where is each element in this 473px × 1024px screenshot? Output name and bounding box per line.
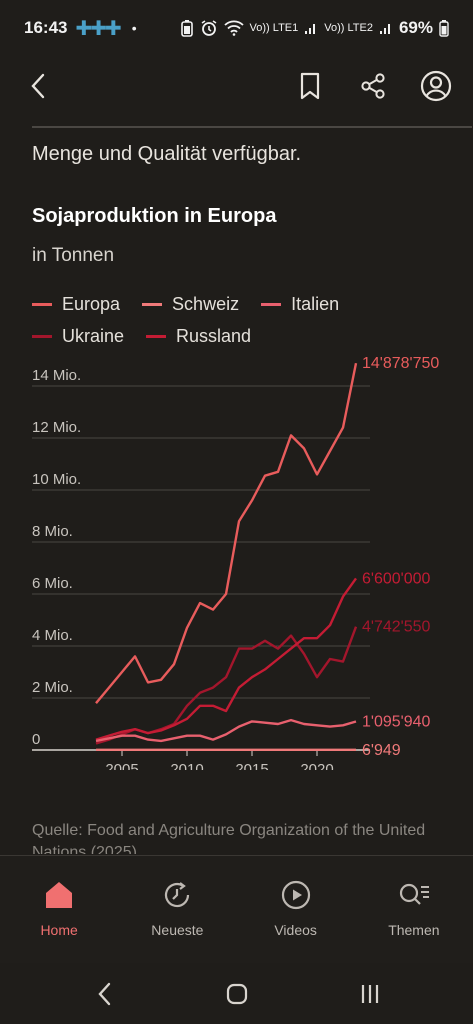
system-recents-button[interactable] (355, 979, 385, 1009)
series-line-europa (95, 362, 358, 704)
legend-item-europa: Europa (32, 294, 120, 315)
share-button[interactable] (353, 66, 393, 106)
legend-swatch-italien (261, 302, 282, 306)
system-back-icon (98, 982, 111, 1006)
battery-saver-icon (180, 20, 193, 37)
system-back-button[interactable] (90, 979, 120, 1009)
end-label-europa: 14'878'750 (362, 355, 439, 372)
status-dot: • (131, 20, 137, 36)
nav-videos[interactable]: Videos (237, 856, 355, 963)
end-label-schweiz: 6'949 (362, 742, 401, 759)
topics-search-icon (397, 878, 431, 912)
y-tick-label-6: 12 Mio. (32, 419, 81, 436)
status-bar: 16:43 ✚✚✚ • Vo)) LTE1 Vo)) LTE2 69% (0, 0, 473, 56)
y-tick-label-2: 4 Mio. (32, 627, 73, 644)
article-intro-text: Menge und Qualität verfügbar. (32, 143, 302, 165)
series-line-italien (95, 718, 357, 743)
status-right: Vo)) LTE1 Vo)) LTE2 69% (180, 18, 449, 38)
signal-lte1: Vo)) LTE1 (249, 22, 299, 34)
signal-lte2: Vo)) LTE2 (324, 22, 373, 34)
clock-icon (160, 878, 194, 912)
end-label-ukraine: 4'742'550 (362, 619, 431, 636)
legend-label-ukraine: Ukraine (62, 325, 125, 346)
home-icon (42, 878, 76, 912)
legend-label-italien: Italien (291, 293, 340, 314)
system-home-icon (226, 983, 248, 1005)
back-button[interactable] (18, 66, 58, 106)
profile-icon (420, 70, 452, 102)
system-nav (0, 963, 473, 1024)
legend-item-ukraine: Ukraine (32, 326, 124, 347)
profile-button[interactable] (416, 66, 456, 106)
series-line-russland (95, 577, 357, 741)
end-label-italien: 1'095'940 (362, 714, 431, 731)
play-icon (279, 878, 313, 912)
nav-videos-label: Videos (274, 922, 317, 938)
wifi-icon (223, 20, 244, 36)
system-home-button[interactable] (222, 979, 252, 1009)
signal-bars-2-icon (379, 24, 390, 34)
y-tick-label-5: 10 Mio. (32, 471, 81, 488)
y-tick-label-1: 2 Mio. (32, 679, 73, 696)
x-tick-label-3: 2020 (300, 761, 333, 770)
app-header (0, 56, 473, 118)
back-arrow-icon (31, 73, 45, 99)
end-label-russland: 6'600'000 (362, 570, 431, 587)
battery-icon (439, 20, 449, 37)
legend-item-schweiz: Schweiz (142, 294, 239, 315)
x-tick-label-0: 2005 (105, 761, 138, 770)
legend-row-1: Europa Schweiz Italien (32, 288, 452, 320)
share-icon (361, 73, 385, 99)
legend-label-europa: Europa (62, 293, 121, 314)
system-recents-icon (361, 985, 379, 1003)
soy-production-chart: 0 2 Mio. 4 Mio. 6 Mio. 8 Mio. 10 Mio. 12 Mio. 1… (32, 355, 439, 770)
signal-bars-icon (305, 24, 316, 34)
legend-swatch-schweiz (142, 302, 163, 306)
bookmark-button[interactable] (290, 66, 330, 106)
nav-home-label: Home (40, 922, 78, 938)
legend-item-russland: Russland (146, 326, 251, 347)
x-tick-label-2: 2015 (235, 761, 268, 770)
nav-neueste[interactable]: Neueste (118, 856, 236, 963)
nav-home[interactable]: Home (0, 856, 118, 963)
y-tick-label-3: 6 Mio. (32, 575, 73, 592)
battery-percent: 69% (398, 18, 433, 37)
chart-title: Sojaproduktion in Europa (32, 205, 277, 227)
chart-legend: Europa Schweiz Italien Ukraine Russland (32, 288, 452, 352)
nav-themen[interactable]: Themen (355, 856, 473, 963)
legend-label-russland: Russland (176, 325, 252, 346)
y-tick-label-0: 0 (32, 731, 40, 748)
legend-item-italien: Italien (261, 294, 339, 315)
legend-row-2: Ukraine Russland (32, 320, 452, 352)
status-time: 16:43 (24, 18, 68, 37)
legend-swatch-ukraine (32, 334, 52, 338)
legend-swatch-russland (146, 334, 167, 338)
x-tick-label-1: 2010 (170, 761, 203, 770)
y-tick-label-4: 8 Mio. (32, 523, 73, 540)
bookmark-icon (300, 72, 320, 100)
content-divider (32, 126, 472, 128)
alarm-icon (201, 20, 216, 36)
chart-subtitle: in Tonnen (32, 245, 115, 266)
bottom-nav: Home Neueste Videos Themen (0, 855, 473, 963)
status-crosses-icon: ✚✚✚ (75, 17, 121, 40)
legend-label-schweiz: Schweiz (172, 293, 240, 314)
chart-source: Quelle: Food and Agriculture Organizatio… (32, 822, 426, 854)
y-tick-label-7: 14 Mio. (32, 367, 81, 384)
nav-neueste-label: Neueste (151, 922, 204, 938)
nav-themen-label: Themen (388, 922, 440, 938)
legend-swatch-europa (32, 302, 52, 306)
